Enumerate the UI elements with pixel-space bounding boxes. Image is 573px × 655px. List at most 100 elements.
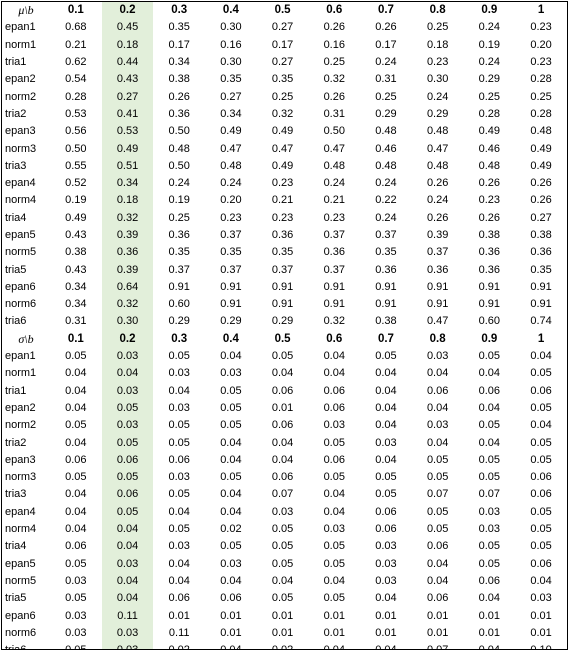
mean-value-cell[interactable]: 0.35: [530, 263, 552, 276]
sd-value-cell[interactable]: 0.04: [65, 384, 87, 397]
mean-value-cell[interactable]: 0.23: [271, 211, 294, 224]
sd-column-header[interactable]: 0.6: [326, 332, 343, 345]
mean-value-cell[interactable]: 0.30: [220, 21, 242, 34]
sd-value-cell[interactable]: 0.01: [426, 609, 449, 622]
sd-value-cell[interactable]: 0.05: [168, 436, 190, 449]
sd-value-cell[interactable]: 0.04: [530, 574, 552, 587]
mean-value-cell[interactable]: 0.46: [375, 142, 397, 155]
sd-value-cell[interactable]: 0.05: [65, 557, 87, 570]
mean-value-cell[interactable]: 0.74: [530, 315, 552, 328]
sd-value-cell[interactable]: 0.05: [426, 505, 449, 518]
sd-value-cell[interactable]: 0.11: [168, 626, 190, 639]
mean-value-cell[interactable]: 0.29: [478, 73, 501, 86]
mean-value-cell[interactable]: 0.32: [323, 315, 345, 328]
sd-value-cell[interactable]: 0.03: [323, 419, 345, 432]
sd-value-cell[interactable]: 0.05: [101, 503, 154, 521]
mean-value-cell[interactable]: 0.49: [478, 125, 501, 138]
mean-value-cell[interactable]: 0.91: [426, 280, 449, 293]
mean-value-cell[interactable]: 0.47: [426, 315, 449, 328]
mean-value-cell[interactable]: 0.17: [168, 38, 190, 51]
sd-value-cell[interactable]: 0.05: [220, 540, 242, 553]
mean-value-cell[interactable]: 0.35: [220, 73, 242, 86]
sd-value-cell[interactable]: 0.03: [323, 523, 345, 536]
sd-value-cell[interactable]: 0.05: [65, 350, 87, 363]
mean-value-cell[interactable]: 0.19: [478, 38, 501, 51]
mean-value-cell[interactable]: 0.30: [426, 73, 449, 86]
sd-value-cell[interactable]: 0.01: [323, 626, 345, 639]
mean-value-cell[interactable]: 0.28: [65, 90, 87, 103]
sd-value-cell[interactable]: 0.03: [65, 574, 87, 587]
sd-value-cell[interactable]: 0.05: [478, 350, 501, 363]
sd-value-cell[interactable]: 0.03: [220, 367, 242, 380]
mean-value-cell[interactable]: 0.36: [168, 107, 190, 120]
sd-value-cell[interactable]: 0.04: [220, 488, 242, 501]
mean-column-header[interactable]: 0.3: [171, 4, 188, 17]
mean-value-cell[interactable]: 0.48: [375, 159, 397, 172]
mean-value-cell[interactable]: 0.48: [478, 159, 501, 172]
mean-value-cell[interactable]: 0.31: [65, 315, 87, 328]
sd-value-cell[interactable]: 0.06: [530, 471, 552, 484]
mean-value-cell[interactable]: 0.26: [323, 21, 345, 34]
sd-value-cell[interactable]: 0.05: [168, 419, 190, 432]
mean-value-cell[interactable]: 0.91: [530, 280, 552, 293]
mean-value-cell[interactable]: 0.23: [323, 211, 345, 224]
sd-row-label[interactable]: norm3: [5, 471, 37, 484]
mean-value-cell[interactable]: 0.46: [478, 142, 501, 155]
mean-value-cell[interactable]: 0.48: [375, 125, 397, 138]
mean-row-label[interactable]: tria1: [5, 56, 27, 69]
sd-value-cell[interactable]: 0.04: [220, 453, 242, 466]
mean-column-header[interactable]: 0.9: [481, 4, 498, 17]
sd-value-cell[interactable]: 0.05: [375, 350, 397, 363]
sd-column-header[interactable]: 0.8: [429, 332, 446, 345]
sd-row-label[interactable]: tria3: [5, 488, 27, 501]
mean-value-cell[interactable]: 0.25: [375, 90, 397, 103]
mean-value-cell[interactable]: 0.21: [65, 38, 87, 51]
mean-value-cell[interactable]: 0.47: [220, 142, 242, 155]
sd-value-cell[interactable]: 0.06: [168, 592, 190, 605]
sd-value-cell[interactable]: 0.05: [530, 505, 552, 518]
mean-value-cell[interactable]: 0.25: [271, 90, 294, 103]
sd-value-cell[interactable]: 0.04: [271, 574, 294, 587]
sd-value-cell[interactable]: 0.03: [426, 419, 449, 432]
sd-row-label[interactable]: tria1: [5, 384, 27, 397]
mean-value-cell[interactable]: 0.38: [478, 229, 501, 241]
mean-value-cell[interactable]: 0.91: [478, 280, 501, 293]
mean-value-cell[interactable]: 0.48: [168, 142, 190, 155]
sd-value-cell[interactable]: 0.04: [220, 350, 242, 363]
mean-row-label[interactable]: tria2: [5, 107, 27, 120]
mean-value-cell[interactable]: 0.24: [168, 177, 190, 190]
mean-column-header[interactable]: 0.5: [274, 4, 291, 17]
mean-value-cell[interactable]: 0.34: [65, 298, 87, 311]
sd-value-cell[interactable]: 0.07: [426, 488, 449, 501]
mean-value-cell[interactable]: 0.26: [168, 90, 190, 103]
sd-value-cell[interactable]: 0.04: [65, 488, 87, 501]
sd-value-cell[interactable]: 0.04: [65, 523, 87, 536]
sd-value-cell[interactable]: 0.04: [65, 401, 87, 414]
mean-value-cell[interactable]: 0.39: [426, 229, 449, 241]
mean-value-cell[interactable]: 0.29: [375, 107, 397, 120]
sd-value-cell[interactable]: 0.01: [478, 609, 501, 622]
mean-value-cell[interactable]: 0.36: [426, 263, 449, 276]
sd-row-label[interactable]: norm4: [5, 523, 37, 536]
mean-value-cell[interactable]: 0.36: [168, 229, 190, 241]
sd-column-header[interactable]: 0.9: [481, 332, 498, 345]
sd-row-label[interactable]: norm2: [5, 419, 37, 432]
sd-value-cell[interactable]: 0.04: [426, 367, 449, 380]
sd-value-cell[interactable]: 0.06: [101, 451, 154, 470]
sd-value-cell[interactable]: 0.03: [271, 505, 294, 518]
sd-value-cell[interactable]: 0.04: [168, 505, 190, 518]
sd-value-cell[interactable]: 0.03: [220, 557, 242, 570]
mean-value-cell[interactable]: 0.27: [271, 56, 294, 69]
sd-value-cell[interactable]: 0.04: [271, 453, 294, 466]
sd-value-cell[interactable]: 0.01: [530, 609, 552, 622]
sd-row-label[interactable]: tria2: [5, 436, 27, 449]
mean-value-cell[interactable]: 0.91: [478, 298, 501, 311]
sd-value-cell[interactable]: 0.03: [426, 350, 449, 363]
mean-value-cell[interactable]: 0.38: [65, 246, 87, 259]
sd-value-cell[interactable]: 0.04: [478, 436, 501, 449]
sd-value-cell[interactable]: 0.10: [515, 642, 567, 649]
mean-value-cell[interactable]: 0.43: [65, 229, 87, 241]
mean-value-cell[interactable]: 0.26: [530, 194, 552, 207]
sd-value-cell[interactable]: 0.04: [323, 367, 345, 380]
sd-value-cell[interactable]: 0.04: [375, 384, 397, 397]
